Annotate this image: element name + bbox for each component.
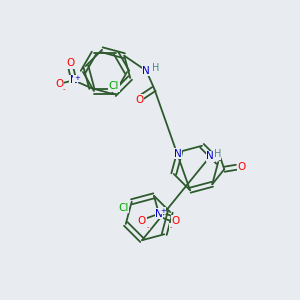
Text: O: O: [135, 95, 143, 105]
Text: +: +: [160, 208, 166, 214]
Text: N: N: [70, 75, 78, 85]
Text: O: O: [138, 216, 146, 226]
Text: N: N: [142, 66, 150, 76]
Text: -: -: [170, 224, 172, 230]
Text: N: N: [174, 149, 182, 159]
Text: -: -: [62, 86, 65, 92]
Text: O: O: [67, 58, 75, 68]
Text: Cl: Cl: [118, 203, 129, 213]
Text: H: H: [152, 63, 159, 73]
Text: -: -: [147, 224, 149, 230]
Text: O: O: [56, 79, 64, 89]
Text: O: O: [237, 162, 245, 172]
Text: O: O: [172, 216, 180, 226]
Text: N: N: [155, 209, 163, 219]
Text: N: N: [206, 151, 214, 161]
Text: +: +: [74, 75, 80, 81]
Text: H: H: [214, 149, 221, 159]
Text: Cl: Cl: [109, 81, 119, 91]
